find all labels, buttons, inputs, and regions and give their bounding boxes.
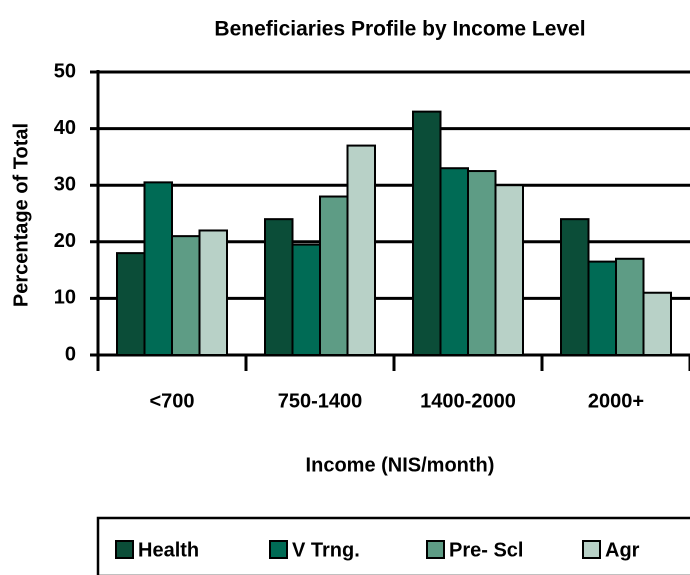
legend-swatch xyxy=(269,540,288,559)
legend-label: Pre- Scl xyxy=(449,539,523,561)
bar xyxy=(642,291,672,356)
x-axis-label: Income (NIS/month) xyxy=(306,454,495,476)
bar xyxy=(171,235,201,356)
y-tick-label: 40 xyxy=(54,117,76,139)
bar xyxy=(264,218,294,356)
legend-box xyxy=(96,516,690,575)
bar xyxy=(198,229,228,356)
legend-label: Health xyxy=(138,539,199,561)
bar xyxy=(346,144,376,356)
y-tick-label: 50 xyxy=(54,60,76,82)
bar xyxy=(467,170,497,356)
bar xyxy=(439,167,469,356)
y-tick-label: 20 xyxy=(54,230,76,252)
bar xyxy=(494,184,524,356)
bar xyxy=(291,243,321,357)
x-tick-label: <700 xyxy=(149,390,194,412)
x-tick-label: 2000+ xyxy=(588,390,644,412)
bar xyxy=(587,260,617,356)
legend-label: V Trng. xyxy=(292,539,360,561)
y-tick-label: 10 xyxy=(54,287,76,309)
bar xyxy=(412,110,442,357)
chart-title: Beneficiaries Profile by Income Level xyxy=(214,18,585,41)
y-axis-label: Percentage of Total xyxy=(10,123,32,307)
bar xyxy=(116,252,146,356)
legend-label: Agr xyxy=(605,539,640,561)
legend-swatch xyxy=(115,540,134,559)
y-tick-label: 0 xyxy=(65,343,76,365)
x-tick-label: 750-1400 xyxy=(278,390,363,412)
bar xyxy=(615,257,645,356)
legend-swatch xyxy=(582,540,601,559)
x-tick-label: 1400-2000 xyxy=(420,390,516,412)
legend-swatch xyxy=(426,540,445,559)
y-tick-label: 30 xyxy=(54,173,76,195)
bar xyxy=(560,218,590,356)
bar xyxy=(319,195,349,356)
bar xyxy=(143,181,173,356)
